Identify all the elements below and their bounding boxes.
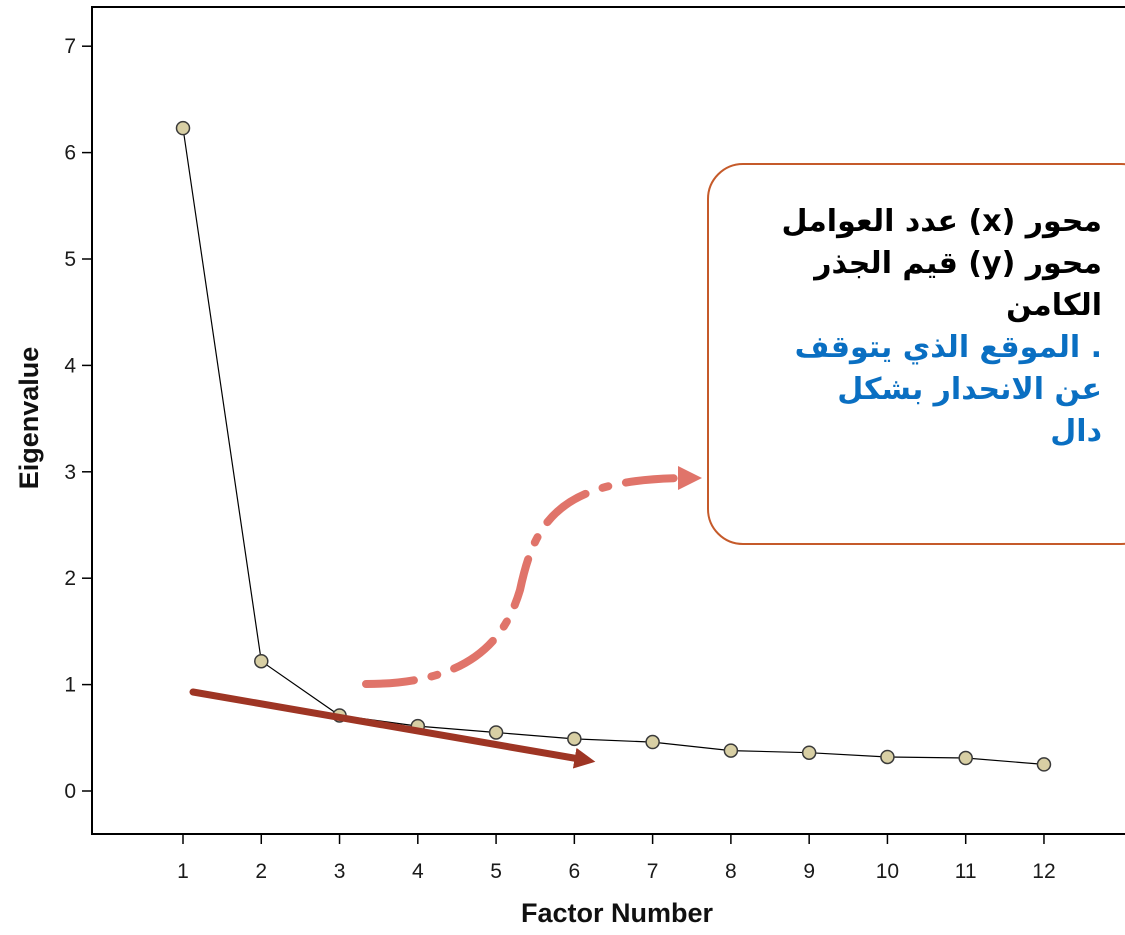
x-tick-label: 6 <box>569 860 581 883</box>
x-tick-label: 11 <box>955 860 977 883</box>
x-tick-label: 3 <box>334 860 346 883</box>
x-axis-title: Factor Number <box>521 898 714 928</box>
x-tick-label: 1 <box>177 860 189 883</box>
y-tick-label: 1 <box>64 674 76 697</box>
y-tick-label: 4 <box>64 354 76 377</box>
data-point <box>254 653 269 669</box>
callout-line: دال <box>1050 414 1102 449</box>
x-tick-label: 8 <box>725 860 737 883</box>
callout-line: الكامن <box>1006 288 1102 323</box>
data-point <box>723 743 739 758</box>
y-axis-title: Eigenvalue <box>14 347 44 490</box>
curved-annotation-arrow <box>362 466 702 688</box>
y-tick-label: 6 <box>64 142 76 165</box>
x-tick-label: 5 <box>490 860 502 883</box>
data-point <box>567 731 582 747</box>
eigenvalue-series-line <box>182 128 1045 765</box>
y-tick-label: 2 <box>64 567 76 590</box>
x-axis: 1 2 3 4 5 6 7 8 9 10 11 12 <box>177 834 1056 883</box>
x-tick-label: 7 <box>647 860 659 883</box>
callout-line: . الموقع الذي يتوقف <box>794 330 1102 365</box>
data-point <box>175 120 191 136</box>
data-point <box>880 749 895 765</box>
x-tick-label: 4 <box>412 860 424 883</box>
y-axis: 0 1 2 3 4 5 6 7 <box>64 35 92 803</box>
callout-line: محور (y) قيم الجذر <box>814 246 1102 281</box>
callout-line: محور (x) عدد العوامل <box>781 204 1102 239</box>
data-point <box>1036 757 1052 772</box>
data-point <box>958 750 973 766</box>
data-point <box>645 734 660 750</box>
data-point <box>488 725 504 740</box>
x-tick-label: 10 <box>876 860 899 883</box>
y-tick-label: 5 <box>64 248 76 271</box>
callout-text: محور (x) عدد العوامل محور (y) قيم الجذر ال… <box>709 201 1102 453</box>
data-point <box>801 745 817 760</box>
callout-line: عن الانحدار بشكل <box>837 372 1102 407</box>
annotation-callout-box: محور (x) عدد العوامل محور (y) قيم الجذر ال… <box>707 163 1125 545</box>
x-tick-label: 9 <box>803 860 815 883</box>
x-tick-label: 2 <box>255 860 267 883</box>
y-tick-label: 3 <box>64 461 76 484</box>
x-tick-label: 12 <box>1032 860 1055 883</box>
y-tick-label: 0 <box>64 780 76 803</box>
scree-elbow-arrow <box>189 688 596 769</box>
y-tick-label: 7 <box>64 35 76 58</box>
